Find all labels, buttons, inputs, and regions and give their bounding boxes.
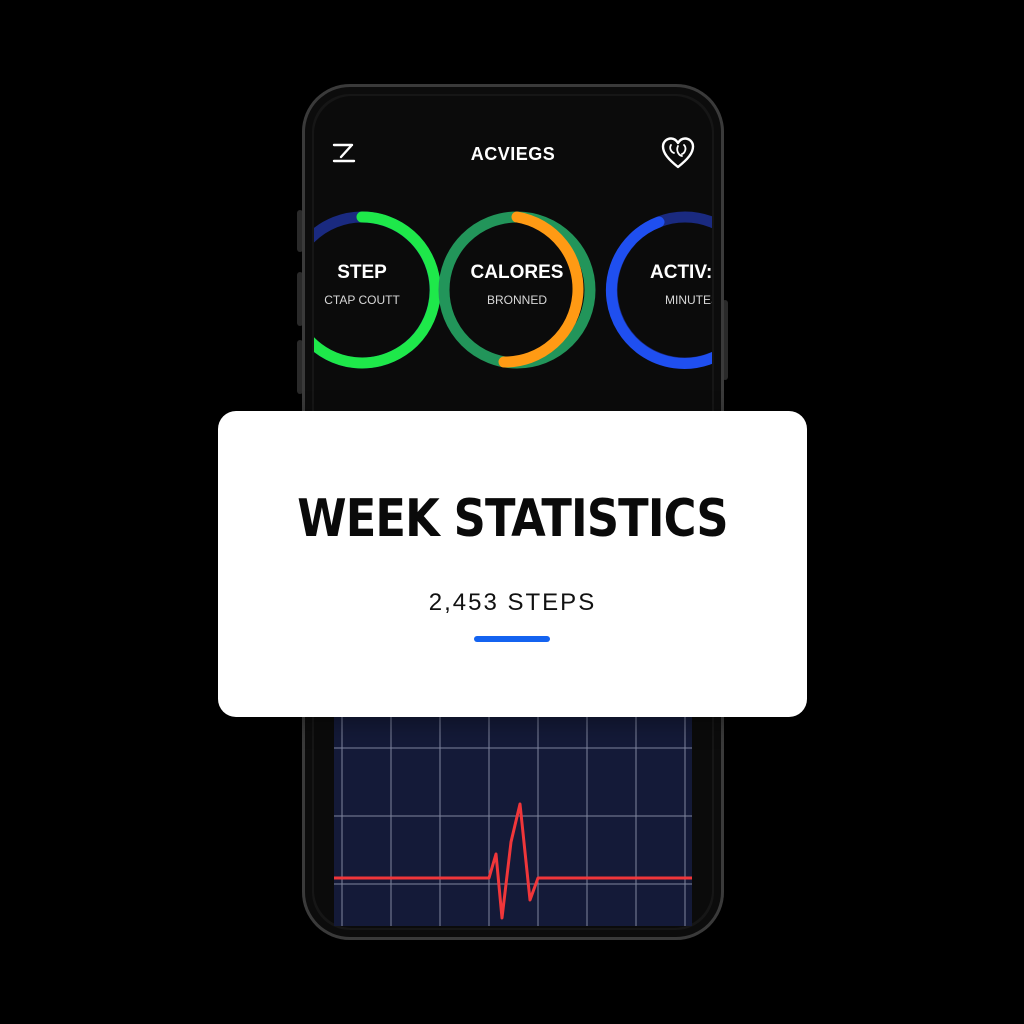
accent-bar [474, 636, 550, 642]
card-title: WEEK STATISTICS [297, 489, 728, 549]
calories-ring[interactable] [438, 211, 596, 369]
chart-grid [334, 712, 692, 926]
app-title: ACVIEGS [470, 144, 556, 164]
calories-ring-sublabel: BRONNED [486, 293, 547, 307]
active-minutes-ring[interactable] [605, 211, 712, 369]
phone-side-button [297, 272, 303, 326]
phone-side-button [722, 300, 728, 380]
steps-ring-label: STEP [337, 262, 387, 283]
steps-value: 2,453 STEPS [428, 589, 597, 616]
activity-rings: STEP CTAP COUTT CALORES BRONNED ACTIV: M… [314, 204, 712, 384]
active-ring-label: ACTIV: [650, 262, 712, 283]
phone-side-button [297, 210, 303, 252]
week-statistics-card[interactable]: WEEK STATISTICS 2,453 STEPS [218, 411, 807, 717]
top-bar: ACVIEGS [314, 96, 712, 206]
heart-icon[interactable] [660, 136, 696, 170]
calories-ring-label: CALORES [470, 262, 564, 283]
active-ring-sublabel: MINUTES [665, 293, 712, 307]
menu-edit-icon[interactable] [330, 140, 358, 166]
heart-rate-chart-svg [334, 712, 692, 926]
steps-ring-sublabel: CTAP COUTT [324, 293, 400, 307]
phone-side-button [297, 340, 303, 394]
heart-rate-chart [334, 712, 692, 926]
steps-ring[interactable] [314, 211, 441, 369]
heart-rate-line [334, 802, 692, 920]
